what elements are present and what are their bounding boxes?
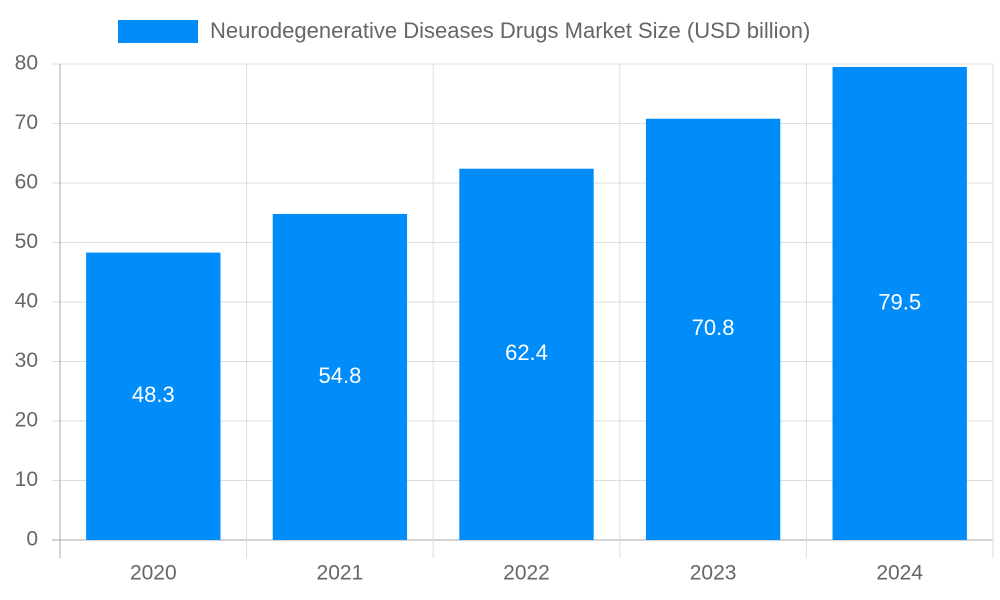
- y-tick-label: 40: [15, 290, 38, 313]
- value-label: 79.5: [878, 289, 921, 314]
- y-tick-label: 0: [26, 528, 38, 551]
- y-tick-label: 30: [15, 349, 38, 372]
- legend-label[interactable]: Neurodegenerative Diseases Drugs Market …: [210, 18, 810, 43]
- x-tick-label: 2024: [876, 562, 923, 585]
- value-label: 62.4: [505, 340, 548, 365]
- legend-swatch[interactable]: [118, 20, 198, 43]
- x-tick-label: 2022: [503, 562, 550, 585]
- bar: [459, 168, 594, 540]
- bar: [86, 252, 221, 541]
- value-label: 70.8: [692, 315, 735, 340]
- bar: [645, 118, 781, 541]
- y-tick-label: 70: [15, 111, 38, 134]
- bar: [272, 213, 408, 540]
- y-tick-label: 50: [15, 230, 38, 253]
- x-tick-label: 2021: [317, 562, 364, 585]
- y-tick-label: 60: [15, 171, 38, 194]
- value-label: 54.8: [318, 363, 361, 388]
- x-tick-label: 2020: [130, 562, 177, 585]
- y-tick-label: 20: [15, 409, 38, 432]
- y-tick-label: 80: [15, 52, 38, 75]
- bar: [832, 66, 967, 540]
- value-label: 48.3: [132, 382, 175, 407]
- y-tick-label: 10: [15, 468, 38, 491]
- x-tick-label: 2023: [690, 562, 737, 585]
